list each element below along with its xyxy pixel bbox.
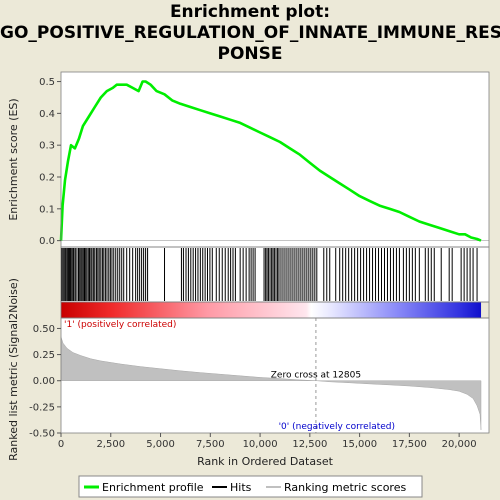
x-tick-label-7: 17,500 (392, 439, 427, 450)
es-y-tick-label-4: 0.4 (39, 109, 55, 120)
title-line-1: Enrichment plot: (169, 2, 331, 22)
chart-title: Enrichment plot: GO_POSITIVE_REGULATION_… (0, 2, 500, 65)
x-tick-label-3: 7,500 (196, 439, 225, 450)
metric-y-tick-label-2: 0.00 (33, 376, 55, 387)
ranking-metric-area (60, 336, 482, 430)
x-tick-label-6: 15,000 (342, 439, 377, 450)
x-axis-label: Rank in Ordered Dataset (197, 455, 334, 468)
x-tick-label-5: 12,500 (292, 439, 327, 450)
x-tick-label-8: 20,000 (442, 439, 477, 450)
es-y-tick-label-0: 0.0 (39, 236, 55, 247)
hits-group (61, 248, 478, 301)
es-y-tick-label-3: 0.3 (39, 141, 55, 152)
zero-cross-label: Zero cross at 12805 (271, 371, 361, 381)
enrichment-profile-line (59, 80, 482, 242)
es-panel-background (61, 72, 489, 247)
legend-box (78, 475, 423, 498)
legend-label-enrichment: Enrichment profile (102, 481, 204, 494)
metric-y-tick-label-1: -0.25 (29, 402, 55, 413)
metric-y-axis-label: Ranked list metric (Signal2Noise) (7, 278, 20, 461)
es-y-tick-label-5: 0.5 (39, 77, 55, 88)
es-y-tick-label-2: 0.2 (39, 173, 55, 184)
metric-panel-border (60, 317, 490, 434)
metric-y-tick-label-3: 0.25 (33, 350, 55, 361)
x-tick-label-2: 5,000 (146, 439, 175, 450)
ranking-color-band (61, 302, 482, 318)
es-y-axis-label: Enrichment score (ES) (7, 98, 20, 220)
legend-label-metric: Ranking metric scores (284, 481, 406, 494)
x-tick-label-4: 10,000 (243, 439, 278, 450)
x-tick-label-1: 2,500 (96, 439, 125, 450)
title-line-3: PONSE (217, 44, 283, 64)
positive-correlation-label: '1' (positively correlated) (64, 320, 176, 330)
title-line-2: GO_POSITIVE_REGULATION_OF_INNATE_IMMUNE_… (0, 23, 500, 43)
x-tick-label-0: 0 (58, 439, 64, 450)
es-y-tick-label-1: 0.1 (39, 204, 55, 215)
metric-y-tick-label-4: 0.50 (33, 324, 55, 335)
legend: Enrichment profile Hits Ranking metric sco… (78, 475, 423, 498)
metric-y-tick-label-0: -0.50 (29, 429, 55, 440)
negative-correlation-label: '0' (negatively correlated) (279, 422, 395, 432)
legend-label-hits: Hits (230, 481, 252, 494)
